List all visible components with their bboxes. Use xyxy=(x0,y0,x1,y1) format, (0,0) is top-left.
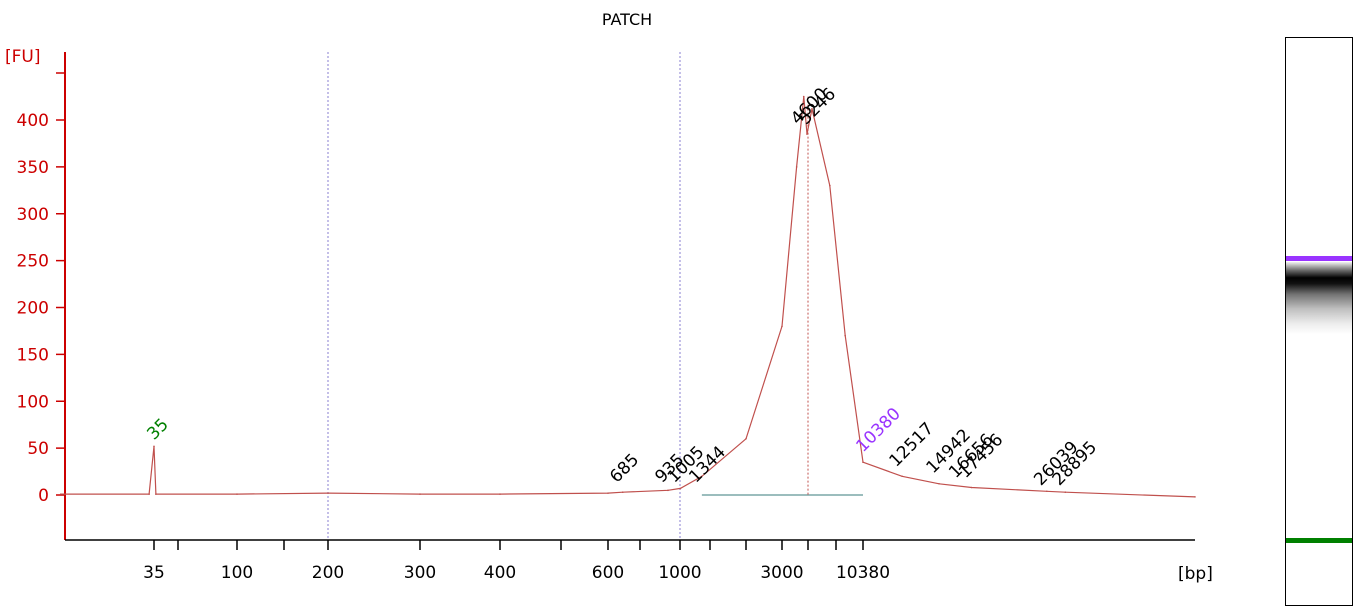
trace-point xyxy=(607,492,609,494)
x-tick-label: 35 xyxy=(143,563,165,583)
trace-point xyxy=(806,133,808,135)
trace-point xyxy=(148,493,150,495)
x-tick-label: 300 xyxy=(404,563,436,583)
electropherogram-chart: PATCH [FU] [bp] 0 50 100 150 200 250 300 350 400… xyxy=(5,10,1213,584)
y-tick-label: 200 xyxy=(17,299,49,319)
trace-point xyxy=(829,184,831,187)
y-tick-label: 150 xyxy=(17,345,49,365)
trace-point xyxy=(781,325,783,328)
trace-point xyxy=(701,475,703,478)
trace-point xyxy=(155,493,157,495)
gel-lower-marker-band xyxy=(1286,538,1352,543)
trace-point xyxy=(419,493,421,495)
y-tick-label: 400 xyxy=(17,111,49,131)
y-axis-label: [FU] xyxy=(5,47,41,67)
trace-point xyxy=(1064,491,1067,493)
y-tick-label: 100 xyxy=(17,392,49,412)
trace-point xyxy=(802,95,805,98)
x-tick-label: 3000 xyxy=(760,563,803,583)
trace-point xyxy=(970,486,973,489)
x-tick-label: 10380 xyxy=(836,563,890,583)
y-tick-label: 0 xyxy=(38,486,49,506)
trace-point xyxy=(1046,490,1048,493)
gel-sample-band xyxy=(1286,262,1352,334)
trace-point xyxy=(811,107,813,110)
y-tick-label: 300 xyxy=(17,205,49,225)
x-tick-label: 100 xyxy=(221,563,253,583)
trace-point xyxy=(862,461,864,463)
trace-point xyxy=(621,491,624,493)
gel-image-panel xyxy=(1285,37,1353,606)
trace-point xyxy=(745,437,747,440)
marker-label: 35 xyxy=(143,415,172,444)
gel-upper-marker-band xyxy=(1286,256,1352,261)
y-tick-label: 250 xyxy=(17,252,49,272)
trace-point xyxy=(1194,496,1196,498)
chart-title: PATCH xyxy=(602,10,652,29)
trace-point xyxy=(236,493,238,495)
trace-point xyxy=(679,487,682,490)
trace-point xyxy=(327,492,329,494)
x-tick-label: 1000 xyxy=(658,563,701,583)
trace-point xyxy=(153,445,155,448)
y-tick-label: 50 xyxy=(27,439,49,459)
trace-point xyxy=(938,482,940,485)
trace-point xyxy=(795,166,798,168)
trace-point xyxy=(844,334,846,337)
peak-label: 685 xyxy=(606,450,643,487)
x-tick-label: 400 xyxy=(484,563,516,583)
trace-point xyxy=(667,489,669,492)
trace-point xyxy=(499,493,501,495)
x-tick-label: 200 xyxy=(312,563,344,583)
y-tick-label: 350 xyxy=(17,158,49,178)
trace-line xyxy=(60,96,1196,498)
x-tick-label: 600 xyxy=(592,563,624,583)
trace-point xyxy=(901,475,903,478)
x-axis-label: [bp] xyxy=(1178,564,1213,584)
